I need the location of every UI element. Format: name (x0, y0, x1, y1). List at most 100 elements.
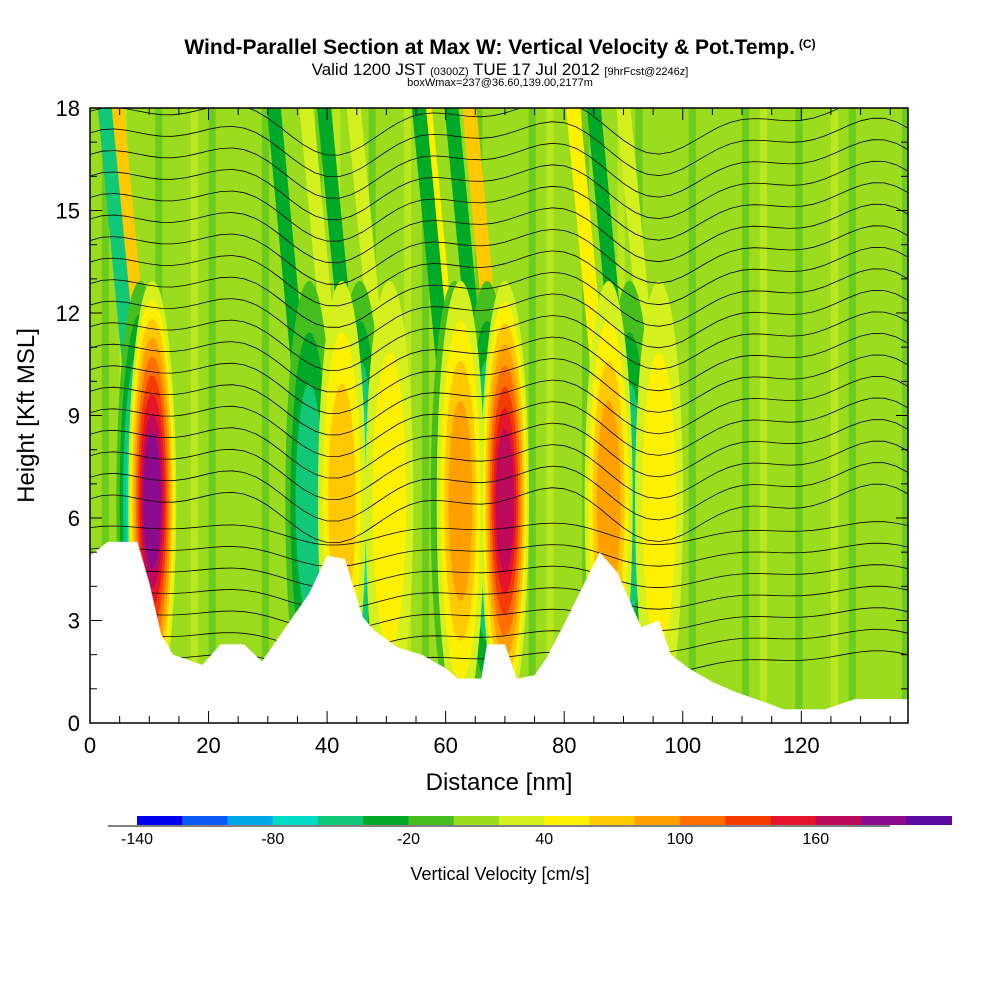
colorbar-swatch (499, 816, 545, 825)
terrain-mask (90, 541, 908, 723)
isentrope-line (90, 628, 908, 654)
isentrope-line (90, 354, 908, 414)
x-axis-title: Distance [nm] (426, 769, 573, 796)
colorbar-swatch (906, 816, 952, 825)
isentrope-line (90, 419, 908, 479)
x-tick-label: 80 (552, 733, 576, 758)
isentrope-line (90, 521, 908, 546)
y-tick-label: 18 (56, 96, 80, 121)
field-streak (261, 108, 270, 723)
field-streak (742, 108, 750, 723)
chart-subtitle: Valid 1200 JST (0300Z) TUE 17 Jul 2012 [… (0, 60, 1000, 80)
valid-date: TUE 17 Jul 2012 (473, 60, 600, 79)
x-tick-label: 120 (783, 733, 820, 758)
y-axis-title: Height [Kft MSL] (13, 328, 40, 503)
isentrope-line (90, 607, 908, 632)
y-tick-label: 9 (68, 404, 80, 429)
isentrope-line (90, 564, 908, 589)
isentrope-line (90, 462, 908, 522)
colorbar-swatch (318, 816, 364, 825)
x-tick-label: 100 (664, 733, 701, 758)
colorbar-swatch (634, 816, 681, 825)
colorbar-label: 40 (535, 831, 553, 848)
isentrope-line (90, 397, 908, 457)
x-tick-label: 60 (433, 733, 457, 758)
y-tick-label: 6 (68, 506, 80, 531)
isentrope-line (90, 246, 908, 307)
colorbar: -140 -80 -20 40 100 160 Vertical Velocity [cm/… (108, 816, 952, 884)
updraft-core (642, 352, 676, 649)
field-streak (688, 108, 696, 723)
colorbar-swatch (815, 816, 862, 825)
field-streak (759, 108, 767, 723)
colorbar-label: -20 (397, 831, 420, 848)
field-streak (208, 108, 216, 723)
chart-title: Wind-Parallel Section at Max W: Vertical… (0, 36, 1000, 60)
x-tick-label: 40 (315, 733, 339, 758)
field-streak (848, 108, 856, 723)
colorbar-swatch (408, 816, 455, 825)
isentrope-line (90, 440, 908, 500)
field-streak (190, 108, 198, 723)
x-tick-label: 20 (196, 733, 220, 758)
field-streak (528, 108, 536, 723)
field-streak (101, 108, 109, 723)
colorbar-title: Vertical Velocity [cm/s] (410, 864, 589, 884)
downdraft-core (295, 383, 324, 619)
axes: 0 20 40 60 80 100 120 0 3 6 9 12 15 18 Distance [nm] He… (13, 96, 909, 796)
forecast-info: [9hrFcst@2246z] (604, 66, 689, 78)
isentrope-line (90, 333, 908, 393)
colorbar-swatch (544, 816, 590, 825)
colorbar-swatch (363, 816, 409, 825)
y-tick-label: 3 (68, 609, 80, 634)
colorbar-swatch (182, 816, 228, 825)
isentrope-line (90, 289, 908, 350)
updraft-core (372, 352, 407, 649)
isentrope-line (90, 376, 908, 436)
colorbar-swatch (137, 816, 183, 825)
y-tick-label: 15 (56, 199, 80, 224)
field-streak (795, 108, 803, 723)
chart-title-main: Wind-Parallel Section at Max W: Vertical… (184, 36, 795, 59)
field-streak (546, 108, 554, 723)
boxwmax-info: boxWmax=237@36.60,139.00,2177m (407, 77, 593, 89)
colorbar-label: 160 (802, 831, 829, 848)
field-streak (830, 108, 839, 723)
valid-utc: (0300Z) (430, 66, 469, 78)
isentrope-line (90, 483, 908, 544)
colorbar-swatch (861, 816, 907, 825)
isentrope-line (90, 108, 841, 156)
field-streak (581, 108, 590, 723)
isentrope-line (90, 182, 908, 242)
colorbar-swatch (227, 816, 274, 825)
colorbar-swatch (680, 816, 726, 825)
valid-time: Valid 1200 JST (311, 60, 426, 79)
y-tick-label: 12 (56, 301, 80, 326)
colorbar-swatch (725, 816, 771, 825)
isentrope-line (90, 311, 908, 371)
y-tick-label: 0 (68, 711, 80, 736)
updraft-core (448, 400, 473, 601)
colorbar-swatch (589, 816, 636, 825)
isentrope-line (90, 139, 908, 199)
x-tick-label: 0 (84, 733, 96, 758)
copyright-mark: (C) (798, 37, 816, 51)
isentrope-line (90, 203, 908, 264)
updraft-core (495, 429, 515, 573)
colorbar-swatch (272, 816, 319, 825)
colorbar-swatch (770, 816, 817, 825)
updraft-core (596, 400, 621, 601)
isentrope-line (90, 225, 908, 285)
isentrope-line (90, 160, 908, 221)
isentrope-line (90, 268, 908, 328)
colorbar-swatch (453, 816, 500, 825)
field-streak (421, 108, 430, 723)
colorbar-label: -80 (261, 831, 284, 848)
isentrope-line (90, 117, 908, 178)
colorbar-label: -140 (121, 831, 153, 848)
plot-area (90, 108, 908, 723)
colorbar-label: 100 (667, 831, 694, 848)
isentrope-line (90, 542, 908, 568)
isentrope-line (90, 585, 908, 610)
